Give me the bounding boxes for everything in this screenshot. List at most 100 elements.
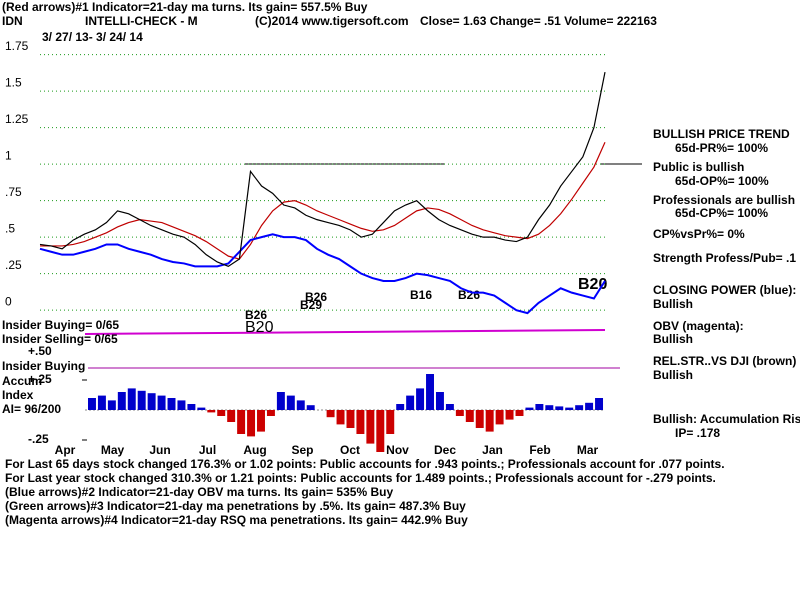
accum-bar (346, 410, 355, 428)
x-tick-label: Jun (149, 443, 170, 457)
panel-text: Bullish: Accumulation Risi (653, 412, 800, 426)
accum-bar (416, 388, 425, 410)
left-label: Accum (2, 374, 42, 388)
accum-bar (207, 410, 216, 413)
accum-bar (177, 400, 186, 410)
panel-text: CLOSING POWER (blue): (653, 283, 796, 297)
symbol: IDN (2, 14, 23, 28)
left-label: Insider Selling= 0/65 (2, 332, 118, 346)
accum-bar (127, 388, 136, 410)
annotation: B26 (458, 288, 480, 302)
obv-line (84, 329, 606, 335)
panel-text: REL.STR..VS DJI (brown) (653, 354, 796, 368)
accum-bar (187, 404, 196, 410)
accum-bar (147, 393, 156, 410)
panel-text: Bullish (653, 297, 693, 311)
x-tick-label: Nov (386, 443, 409, 457)
footer-text: (Magenta arrows)#4 Indicator=21-day RSQ … (5, 513, 468, 527)
left-label: AI= 96/200 (2, 402, 61, 416)
y-tick-label: .75 (5, 185, 22, 199)
panel-text: 65d-CP%= 100% (675, 206, 768, 220)
accum-bar (445, 404, 454, 410)
x-tick-label: Aug (243, 443, 266, 457)
x-tick-label: Jan (482, 443, 503, 457)
annotation: B16 (410, 288, 432, 302)
accum-bar (475, 410, 484, 428)
ma-line (40, 141, 606, 260)
accum-bar (286, 395, 295, 410)
header-line: (Red arrows)#1 Indicator=21-day ma turns… (2, 0, 368, 14)
closing_power-line (39, 233, 606, 315)
accum-bar (336, 410, 345, 425)
accum-tick-label: +.25 (28, 372, 52, 386)
accum-bar (406, 395, 415, 410)
y-tick-label: .5 (5, 221, 15, 235)
y-tick-label: 0 (5, 294, 12, 308)
left-label: +.50 (28, 344, 52, 358)
accum-bar (485, 410, 494, 432)
quote: Close= 1.63 Change= .51 Volume= 222163 (420, 14, 657, 28)
footer-text: For Last year stock changed 310.3% or 1.… (5, 471, 716, 485)
panel-text: CP%vsPr%= 0% (653, 227, 745, 241)
y-tick-label: 1.5 (5, 75, 22, 89)
accum-bar (88, 398, 96, 410)
panel-text: BULLISH PRICE TREND (653, 127, 790, 141)
panel-text: 65d-PR%= 100% (675, 141, 768, 155)
accum-bar (585, 402, 594, 410)
accum-bar (565, 407, 574, 410)
stock-name: INTELLI-CHECK - M (85, 14, 198, 28)
y-tick-label: 1 (5, 148, 12, 162)
accum-bar (505, 410, 514, 420)
accum-bar (296, 400, 305, 410)
accum-bar (117, 392, 126, 410)
panel-text: Professionals are bullish (653, 193, 795, 207)
accum-bar (257, 410, 265, 432)
accum-bar (435, 392, 444, 410)
date-range: 3/ 27/ 13- 3/ 24/ 14 (42, 30, 143, 44)
annotation: B26 (245, 308, 267, 322)
accum-bar (306, 405, 315, 410)
accum-bar (376, 410, 385, 452)
accum-bar (455, 410, 464, 416)
panel-text: Public is bullish (653, 160, 744, 174)
accum-bar (366, 410, 375, 444)
accum-tick-label: -.25 (28, 432, 49, 446)
accum-bar (555, 406, 564, 410)
footer: For Last 65 days stock changed 176.3% or… (5, 457, 725, 527)
price-line (39, 72, 606, 268)
x-tick-label: Oct (340, 443, 360, 457)
annotation: B29 (300, 298, 322, 312)
y-tick-label: 1.25 (5, 112, 29, 126)
accum-bar (396, 404, 405, 410)
panel-text: Bullish (653, 368, 693, 382)
y-tick-label: 1.75 (5, 39, 29, 53)
accum-bar (137, 390, 146, 410)
panel-text: 65d-OP%= 100% (675, 174, 769, 188)
accum-bar (107, 400, 116, 410)
accum-bar (167, 398, 176, 410)
accum-bar (386, 410, 395, 434)
accum-bar (545, 405, 554, 410)
left-label: Index (2, 388, 34, 402)
accum-bar (266, 410, 275, 416)
x-tick-label: Jul (199, 443, 216, 457)
accum-bar (426, 374, 434, 410)
accum-bar (326, 410, 335, 418)
accum-bar (197, 407, 206, 410)
accum-bar (217, 410, 226, 416)
panel-text: OBV (magenta): (653, 319, 744, 333)
x-tick-label: Feb (529, 443, 550, 457)
annotation: B20 (245, 319, 274, 336)
panel-text: Bullish (653, 332, 693, 346)
footer-text: (Green arrows)#3 Indicator=21-day ma pen… (5, 499, 466, 513)
accum-bar (356, 410, 365, 434)
x-tick-label: May (101, 443, 125, 457)
accum-bar (276, 392, 285, 410)
footer-text: (Blue arrows)#2 Indicator=21-day OBV ma … (5, 485, 393, 499)
left-label: Insider Buying= 0/65 (2, 318, 119, 332)
x-tick-label: Dec (434, 443, 456, 457)
panel-text: Strength Profess/Pub= .1 (653, 251, 796, 265)
accum-bar (595, 398, 604, 410)
